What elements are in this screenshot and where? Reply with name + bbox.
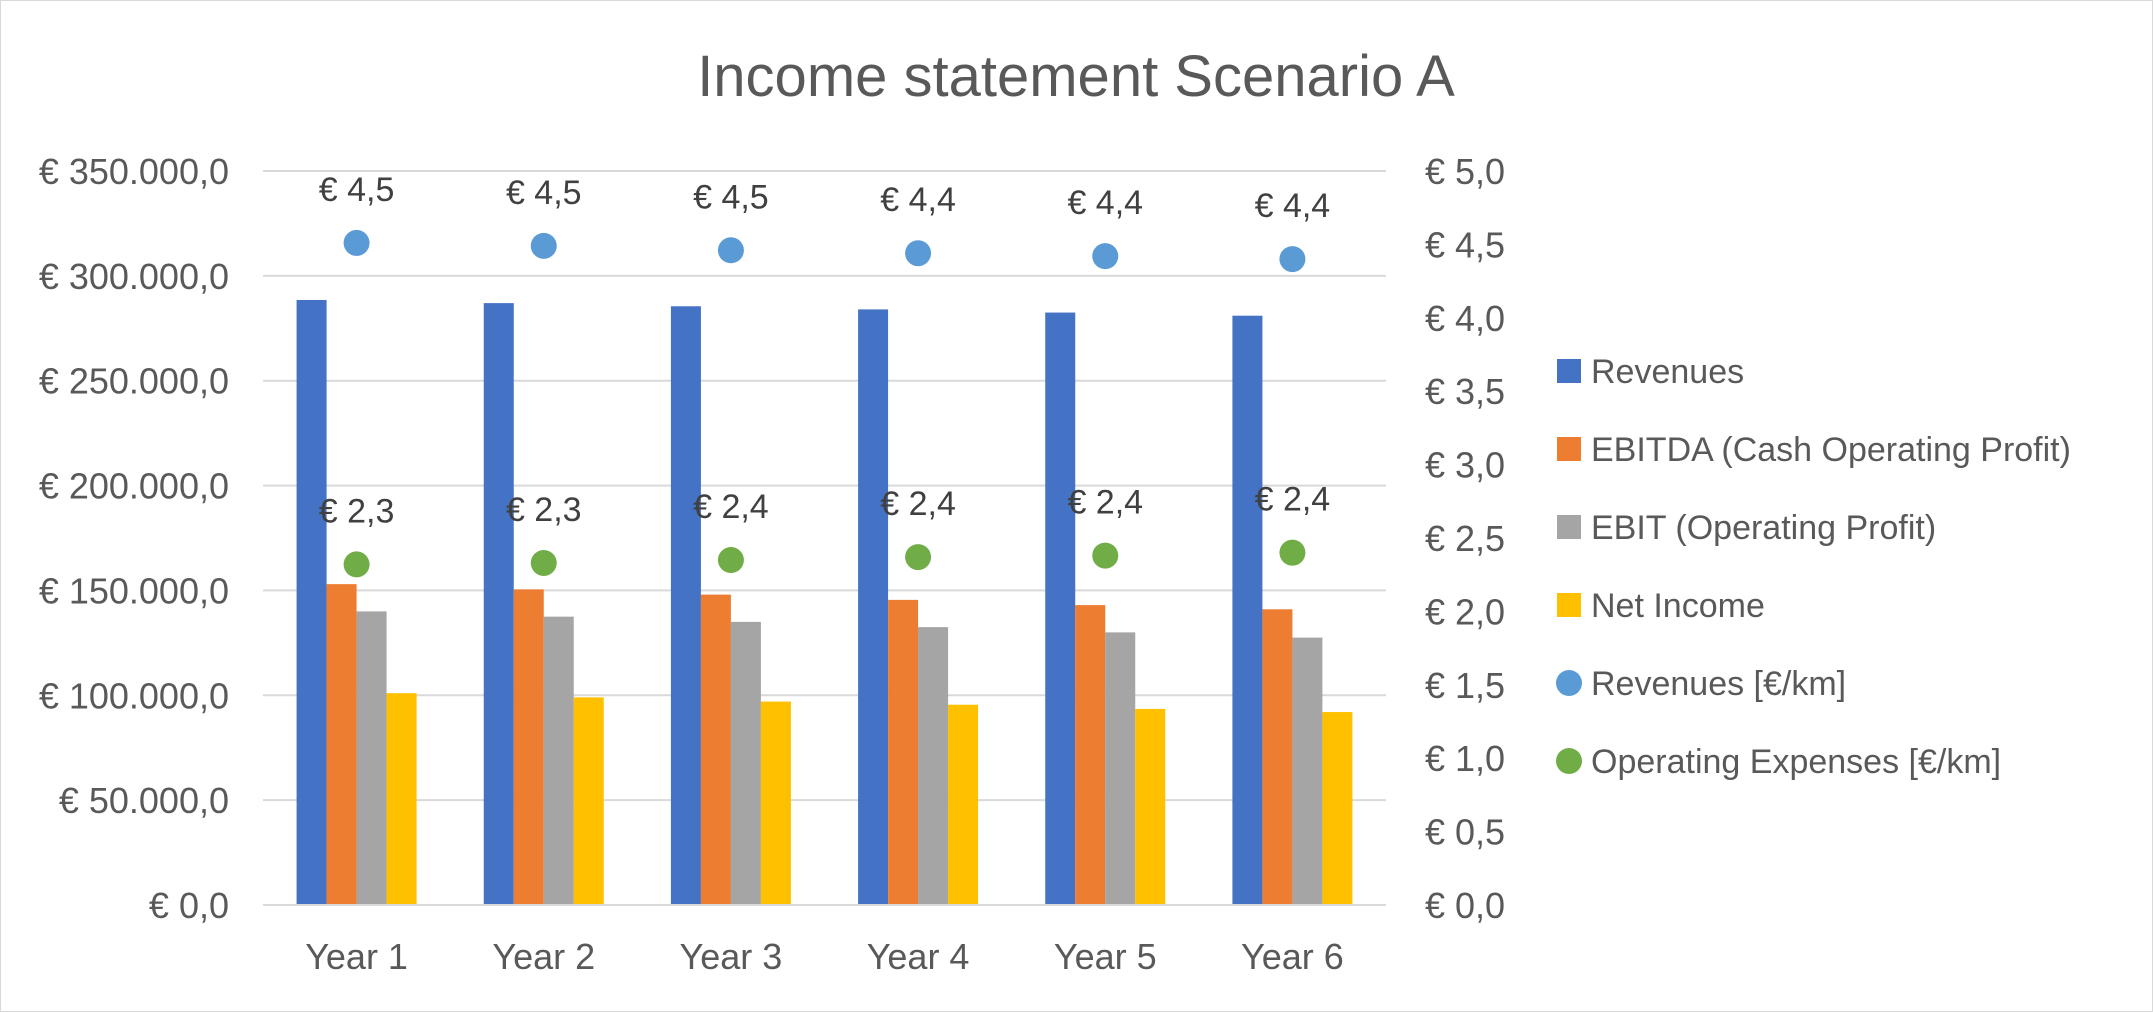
y2-axis-tick-label: € 0,0 <box>1425 885 1505 926</box>
bar <box>760 701 791 905</box>
data-point <box>1279 246 1306 273</box>
point-series-group: € 4,5 € 4,5 € 4,5 € 4,4 € 4,4 € 4,4 € 2,3 € 2,3… <box>319 171 1331 578</box>
bar <box>386 693 417 905</box>
legend-swatch <box>1557 593 1581 617</box>
y2-axis-tick-label: € 1,5 <box>1425 665 1505 706</box>
bar <box>483 303 514 905</box>
data-point <box>905 544 932 571</box>
legend-swatch <box>1557 515 1581 539</box>
y2-axis-tick-label: € 4,5 <box>1425 224 1505 265</box>
y-axis-tick-label: € 50.000,0 <box>59 780 229 821</box>
y2-axis-tick-label: € 3,0 <box>1425 445 1505 486</box>
y-axis-tick-label: € 300.000,0 <box>39 256 229 297</box>
x-axis-category-label: Year 5 <box>1054 936 1157 977</box>
y-axis-tick-label: € 150.000,0 <box>39 570 229 611</box>
gridlines <box>263 170 1386 802</box>
bar <box>1105 632 1136 905</box>
bar <box>356 611 387 905</box>
bar <box>296 299 327 906</box>
axes-group: € 0,0 € 50.000,0 € 100.000,0 € 150.000,0 € 2… <box>39 151 1505 977</box>
legend-label: Operating Expenses [€/km] <box>1591 743 2001 781</box>
data-label: € 4,5 <box>506 174 582 212</box>
x-axis-category-label: Year 3 <box>680 936 783 977</box>
data-label: € 4,4 <box>1067 184 1143 222</box>
legend-swatch <box>1557 437 1581 461</box>
data-point <box>530 232 557 259</box>
y2-axis-tick-label: € 0,5 <box>1425 812 1505 853</box>
y-axis-tick-label: € 200.000,0 <box>39 466 229 507</box>
data-label: € 4,4 <box>1255 187 1331 225</box>
legend-label: Revenues [€/km] <box>1591 665 1846 703</box>
bar <box>573 697 604 905</box>
bar <box>1292 637 1323 905</box>
y2-axis-tick-label: € 5,0 <box>1425 151 1505 192</box>
data-label: € 2,3 <box>319 492 395 530</box>
data-point <box>1279 539 1306 566</box>
data-label: € 2,4 <box>693 488 769 526</box>
legend-label: EBIT (Operating Profit) <box>1591 509 1936 547</box>
y2-axis-tick-label: € 4,0 <box>1425 298 1505 339</box>
legend: Revenues EBITDA (Cash Operating Profit) EB… <box>1556 353 2071 781</box>
bar <box>670 306 701 905</box>
bar <box>1232 315 1263 905</box>
legend-label: Revenues <box>1591 353 1744 391</box>
legend-label: EBITDA (Cash Operating Profit) <box>1591 431 2071 469</box>
chart-title: Income statement Scenario A <box>697 44 1455 109</box>
bar <box>543 616 574 905</box>
y-axis-tick-label: € 250.000,0 <box>39 361 229 402</box>
y-axis-tick-label: € 100.000,0 <box>39 675 229 716</box>
bar <box>858 309 889 905</box>
data-point <box>343 229 370 256</box>
data-label: € 4,5 <box>693 178 769 216</box>
bar <box>1322 712 1353 905</box>
y2-axis-tick-label: € 3,5 <box>1425 371 1505 412</box>
bar <box>948 704 979 905</box>
data-point <box>343 551 370 578</box>
x-axis-category-label: Year 2 <box>492 936 595 977</box>
legend-label: Net Income <box>1591 587 1765 625</box>
data-label: € 2,3 <box>506 491 582 529</box>
data-point <box>717 237 744 264</box>
legend-marker <box>1556 670 1582 696</box>
x-axis-category-label: Year 4 <box>867 936 970 977</box>
y-axis-tick-label: € 0,0 <box>149 885 229 926</box>
data-label: € 2,4 <box>880 485 956 523</box>
data-label: € 2,4 <box>1255 481 1331 519</box>
x-axis-category-label: Year 1 <box>305 936 408 977</box>
data-point <box>1092 243 1119 270</box>
bar <box>1135 708 1166 905</box>
data-label: € 2,4 <box>1067 484 1143 522</box>
bar <box>1262 609 1293 905</box>
data-point <box>1092 542 1119 569</box>
bar-series-group <box>296 299 1353 906</box>
bar <box>730 621 761 905</box>
bar <box>513 589 544 905</box>
data-point <box>530 549 557 576</box>
y2-axis-tick-label: € 1,0 <box>1425 738 1505 779</box>
data-label: € 4,5 <box>319 171 395 209</box>
bar <box>1075 605 1106 905</box>
data-label: € 4,4 <box>880 181 956 219</box>
bar <box>700 594 731 905</box>
data-point <box>717 547 744 574</box>
x-axis-category-label: Year 6 <box>1241 936 1344 977</box>
bar <box>1045 312 1076 905</box>
data-point <box>905 240 932 267</box>
y2-axis-tick-label: € 2,5 <box>1425 518 1505 559</box>
bar <box>888 599 919 905</box>
legend-marker <box>1556 748 1582 774</box>
legend-swatch <box>1557 359 1581 383</box>
y-axis-tick-label: € 350.000,0 <box>39 151 229 192</box>
y2-axis-tick-label: € 2,0 <box>1425 591 1505 632</box>
bar <box>918 627 949 905</box>
bar <box>326 584 357 905</box>
